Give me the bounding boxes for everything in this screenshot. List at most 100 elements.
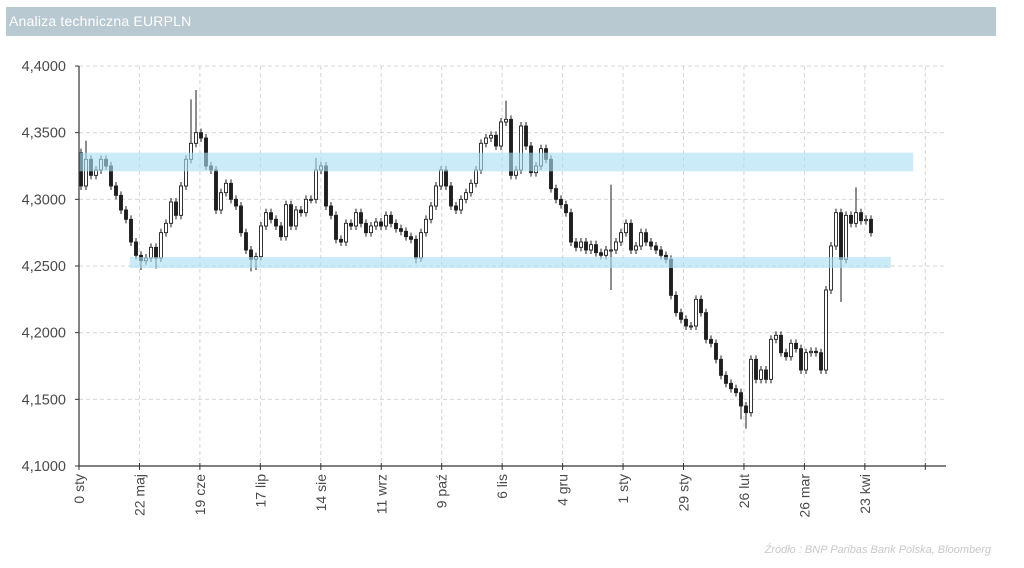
candle-body — [834, 212, 838, 247]
candle-body — [304, 198, 308, 214]
price-zones — [79, 152, 914, 268]
chart-title: Analiza techniczna EURPLN — [9, 13, 192, 29]
candle-body — [524, 125, 528, 147]
candle-body — [719, 358, 723, 376]
candle-body — [449, 185, 453, 207]
x-tick-label: 6 lis — [494, 474, 510, 499]
candle-body — [194, 132, 198, 144]
candle-body — [569, 212, 573, 243]
candle-body — [749, 358, 753, 414]
candle-body — [409, 236, 413, 240]
candle-body — [604, 249, 608, 256]
candle-body — [284, 204, 288, 238]
candle-body — [224, 182, 228, 194]
candle-body — [684, 318, 688, 327]
candle-body — [214, 169, 218, 211]
x-tick-label: 11 wrz — [373, 474, 389, 514]
candle-body — [859, 212, 863, 222]
resistance-zone — [79, 152, 914, 172]
x-tick-label: 29 sty — [676, 474, 692, 511]
y-tick-label: 4,1500 — [22, 392, 66, 408]
candle-body — [354, 212, 358, 227]
candle-body — [179, 185, 183, 216]
candle-body — [404, 230, 408, 238]
candle-body — [419, 232, 423, 259]
candle-body — [554, 188, 558, 200]
candle-body — [364, 222, 368, 234]
candle-body — [264, 212, 268, 227]
candle-body — [579, 241, 583, 248]
candle-body — [374, 221, 378, 227]
candle-body — [674, 294, 678, 314]
candle-body — [384, 214, 388, 227]
axes — [75, 65, 946, 470]
candle-body — [219, 192, 223, 211]
candle-body — [589, 244, 593, 251]
candle-body — [654, 245, 658, 251]
candle-body — [639, 232, 643, 247]
candle-body — [509, 118, 513, 176]
candle-body — [149, 246, 153, 259]
candle-body — [759, 369, 763, 380]
candle-body — [169, 201, 173, 224]
candle-body — [699, 298, 703, 314]
source-note: Źródło : BNP Paribas Bank Polska, Bloomb… — [764, 544, 991, 556]
candle-body — [119, 194, 123, 211]
y-axis-labels: 4,4000 4,3500 4,3000 4,2500 4,2000 4,1500 4,10… — [22, 59, 66, 475]
x-tick-label: 1 sty — [615, 474, 631, 504]
candle-body — [689, 325, 693, 328]
candle-body — [774, 334, 778, 340]
candle-body — [279, 225, 283, 238]
candle-body — [809, 350, 813, 354]
candle-body — [659, 249, 663, 256]
candle-body — [844, 214, 848, 260]
y-tick-label: 4,2500 — [22, 259, 66, 275]
candle-body — [274, 218, 278, 227]
candle-body — [459, 198, 463, 211]
candle-body — [494, 134, 498, 147]
candle-body — [229, 182, 233, 200]
candle-body — [729, 382, 733, 390]
candle-body — [344, 222, 348, 243]
candle-body — [394, 222, 398, 230]
candle-body — [709, 338, 713, 344]
candle-body — [839, 212, 843, 260]
candle-body — [614, 241, 618, 251]
candle-body — [269, 212, 273, 220]
candle-body — [379, 221, 383, 227]
x-tick-label: 14 sie — [313, 474, 329, 512]
candle-body — [869, 218, 873, 234]
candle-body — [799, 348, 803, 371]
candle-body — [694, 298, 698, 327]
candle-body — [634, 245, 638, 251]
candle-body — [334, 214, 338, 240]
candle-body — [309, 198, 313, 201]
y-tick-label: 4,2000 — [22, 326, 66, 342]
candle-body — [444, 169, 448, 187]
candle-body — [794, 342, 798, 350]
candle-body — [649, 241, 653, 247]
candle-body — [819, 352, 823, 371]
candle-body — [359, 212, 363, 224]
x-tick-label: 22 maj — [131, 474, 147, 516]
candle-body — [474, 169, 478, 184]
y-tick-label: 4,1000 — [22, 459, 66, 475]
candle-body — [349, 222, 353, 227]
x-tick-label: 17 lip — [252, 474, 268, 508]
y-tick-label: 4,3000 — [22, 192, 66, 208]
candle-body — [299, 209, 303, 214]
candle-body — [824, 289, 828, 371]
candle-body — [439, 169, 443, 187]
candle-body — [424, 218, 428, 234]
candle-body — [629, 222, 633, 251]
y-tick-label: 4,3500 — [22, 126, 66, 142]
candle-body — [434, 185, 438, 207]
chart-title-bar: Analiza techniczna EURPLN — [6, 7, 996, 36]
candle-body — [259, 225, 263, 258]
support-zone — [129, 257, 891, 268]
candle-body — [469, 182, 473, 194]
candle-body — [329, 205, 333, 216]
x-tick-label: 26 lut — [736, 474, 752, 508]
candle-body — [594, 244, 598, 254]
